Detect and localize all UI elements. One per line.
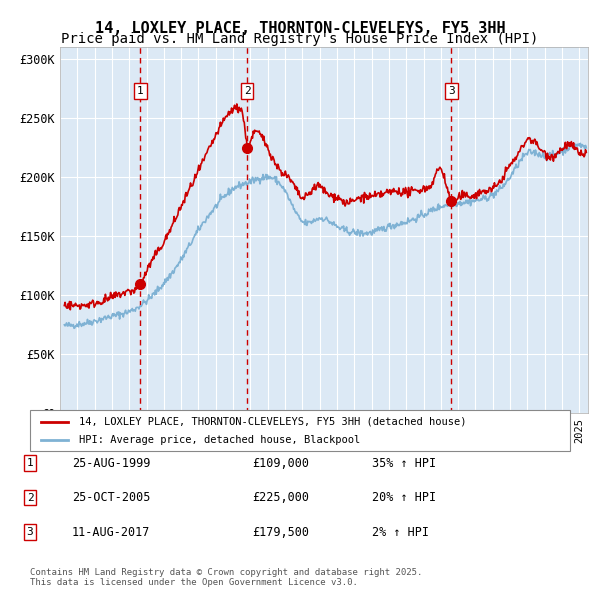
Text: Price paid vs. HM Land Registry's House Price Index (HPI): Price paid vs. HM Land Registry's House … [61, 32, 539, 47]
Text: 35% ↑ HPI: 35% ↑ HPI [372, 457, 436, 470]
Text: 1: 1 [26, 458, 34, 468]
Text: 3: 3 [448, 86, 455, 96]
Text: 2% ↑ HPI: 2% ↑ HPI [372, 526, 429, 539]
Text: 2: 2 [244, 86, 251, 96]
Text: Contains HM Land Registry data © Crown copyright and database right 2025.
This d: Contains HM Land Registry data © Crown c… [30, 568, 422, 587]
Text: £109,000: £109,000 [252, 457, 309, 470]
Text: 11-AUG-2017: 11-AUG-2017 [72, 526, 151, 539]
Text: 2: 2 [26, 493, 34, 503]
Text: £179,500: £179,500 [252, 526, 309, 539]
Text: HPI: Average price, detached house, Blackpool: HPI: Average price, detached house, Blac… [79, 435, 360, 445]
Text: 14, LOXLEY PLACE, THORNTON-CLEVELEYS, FY5 3HH: 14, LOXLEY PLACE, THORNTON-CLEVELEYS, FY… [95, 21, 505, 35]
Text: £225,000: £225,000 [252, 491, 309, 504]
Text: 1: 1 [137, 86, 144, 96]
Text: 3: 3 [26, 527, 34, 537]
Text: 14, LOXLEY PLACE, THORNTON-CLEVELEYS, FY5 3HH (detached house): 14, LOXLEY PLACE, THORNTON-CLEVELEYS, FY… [79, 417, 466, 427]
FancyBboxPatch shape [30, 410, 570, 451]
Text: 25-AUG-1999: 25-AUG-1999 [72, 457, 151, 470]
Text: 20% ↑ HPI: 20% ↑ HPI [372, 491, 436, 504]
Text: 25-OCT-2005: 25-OCT-2005 [72, 491, 151, 504]
